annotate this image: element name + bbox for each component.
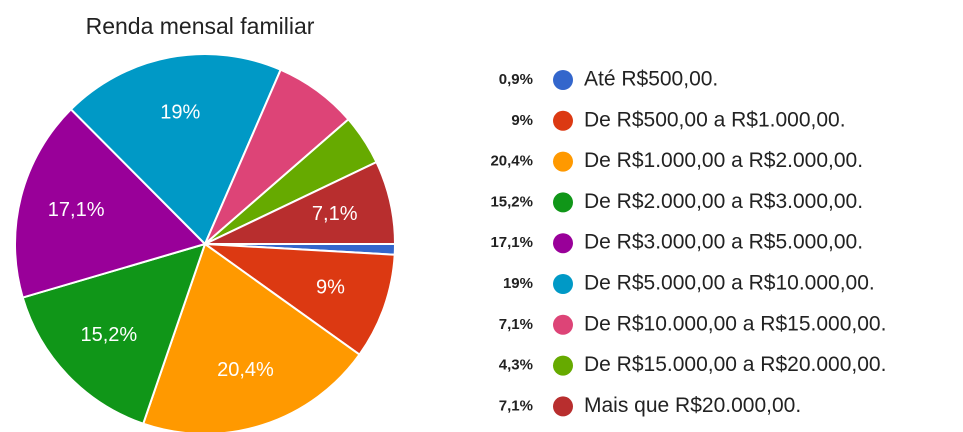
legend-swatch [553, 233, 573, 254]
legend-value: 4,3% [499, 357, 533, 374]
legend-label: Mais que R$20.000,00. [584, 394, 801, 417]
legend-value: 0,9% [499, 71, 533, 88]
chart-title: Renda mensal familiar [86, 13, 315, 39]
slice-label: 20,4% [217, 359, 274, 381]
pie-slice [14, 107, 207, 299]
legend-label: De R$10.000,00 a R$15.000,00. [584, 312, 886, 335]
legend-swatch [553, 314, 573, 335]
pie-slice [201, 242, 396, 357]
slice-label: 19% [160, 102, 200, 124]
slice-label: 15,2% [80, 324, 137, 346]
slice-label: 7,1% [312, 203, 358, 225]
legend-swatch [553, 110, 573, 131]
legend-label: De R$1.000,00 a R$2.000,00. [584, 149, 863, 172]
pie-slice [204, 160, 397, 245]
legend-label: De R$15.000,00 a R$20.000,00. [584, 353, 886, 376]
pie-slice [141, 242, 361, 432]
legend-value: 7,1% [499, 397, 533, 414]
legend-label: Até R$500,00. [584, 68, 718, 91]
legend-swatch [553, 192, 573, 213]
slice-label: 9% [316, 277, 345, 299]
legend-swatch [553, 70, 573, 90]
legend-label: De R$3.000,00 a R$5.000,00. [584, 231, 863, 254]
legend-swatch [553, 274, 573, 294]
slice-label: 17,1% [48, 199, 105, 221]
pie-slice [69, 53, 282, 246]
legend-value: 17,1% [490, 234, 533, 251]
legend-value: 20,4% [490, 153, 533, 170]
legend-label: De R$500,00 a R$1.000,00. [584, 108, 846, 131]
legend-swatch [553, 355, 573, 376]
legend-label: De R$2.000,00 a R$3.000,00. [584, 190, 863, 213]
legend-value: 15,2% [490, 193, 533, 210]
legend-swatch [553, 151, 573, 172]
legend-label: De R$5.000,00 a R$10.000,00. [584, 272, 875, 295]
legend-value: 9% [511, 112, 533, 129]
pie-slice [21, 242, 207, 425]
legend-swatch [553, 396, 573, 417]
legend-value: 7,1% [499, 316, 533, 333]
legend-value: 19% [503, 275, 533, 292]
